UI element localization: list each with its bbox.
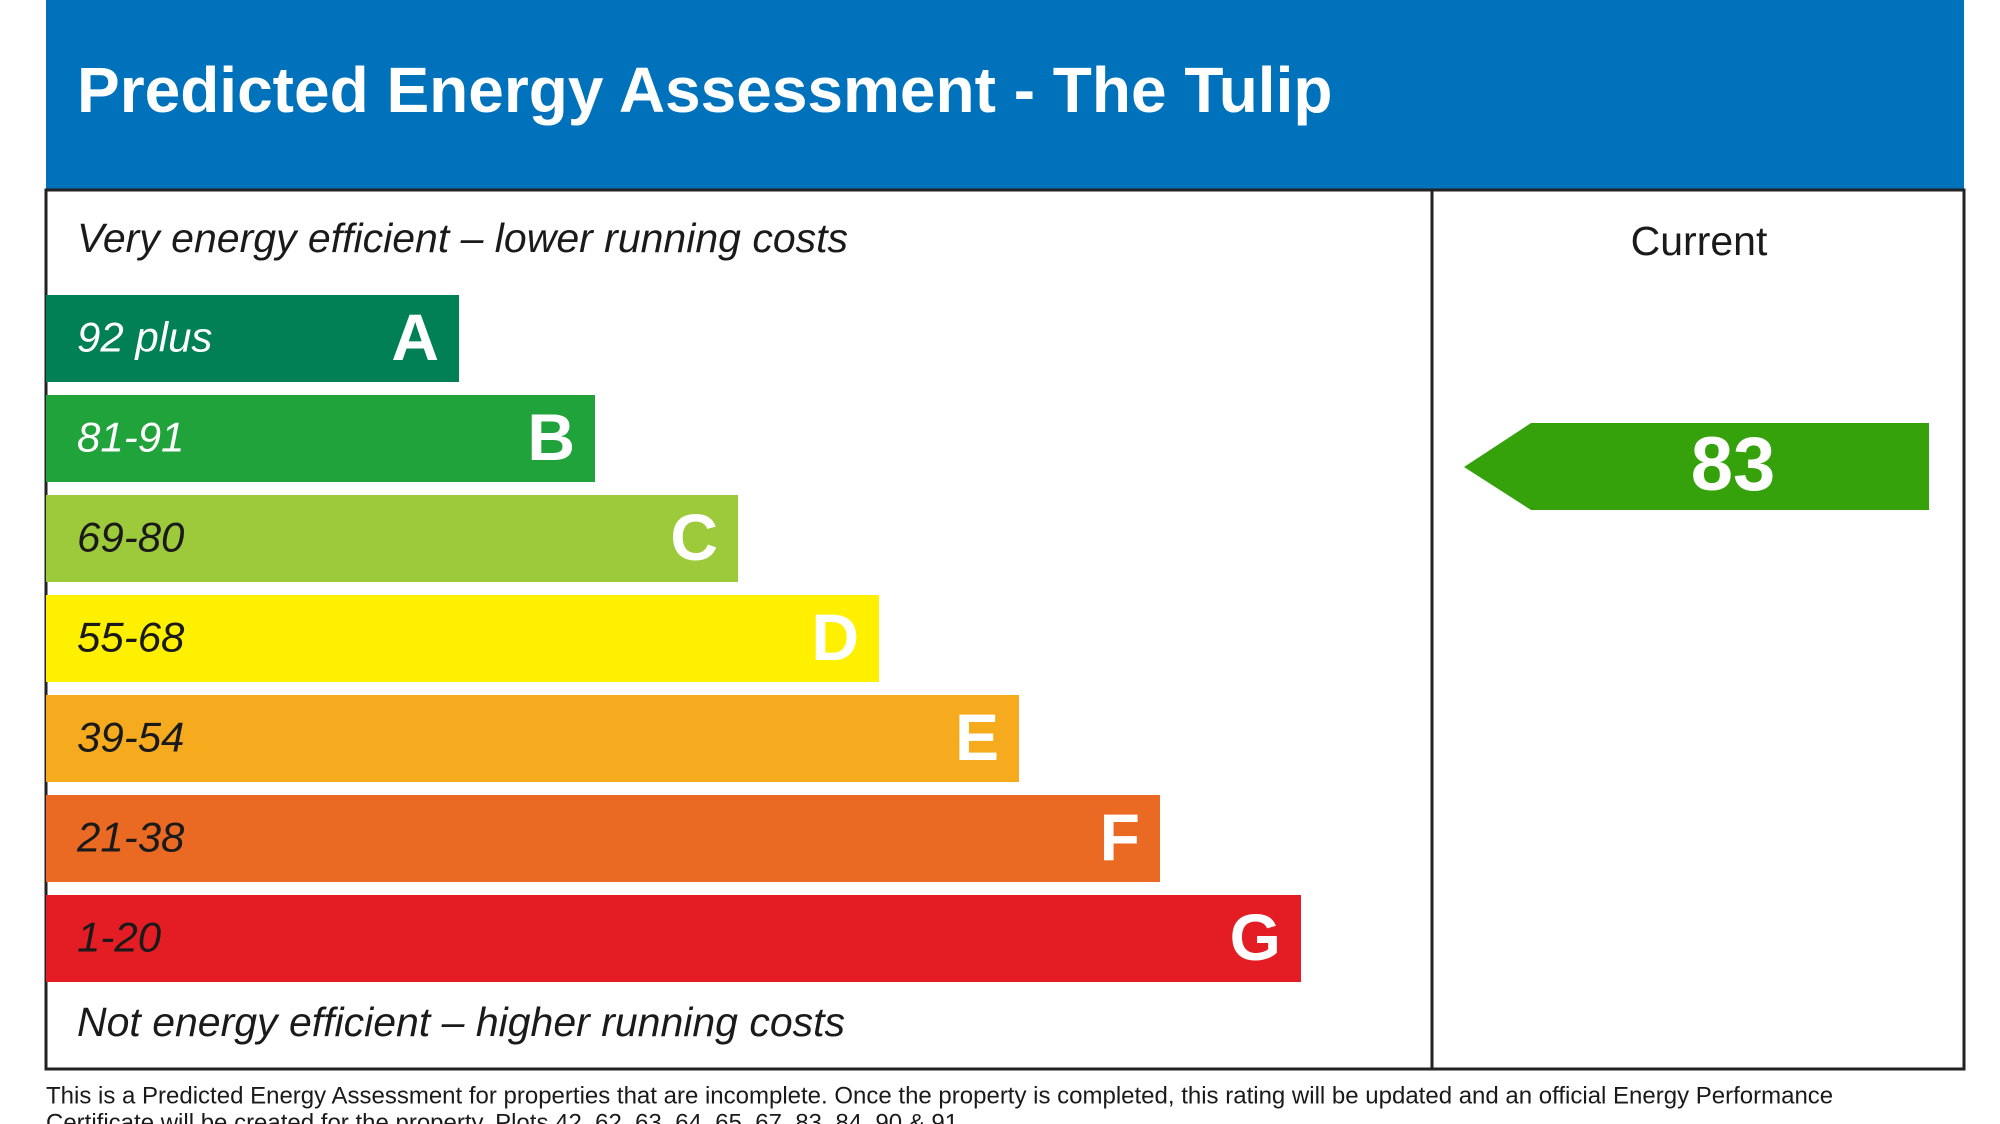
band-range: 39-54 — [77, 714, 184, 761]
bottom-label: Not energy efficient – higher running co… — [77, 999, 845, 1045]
footer-line: Certificate will be created for the prop… — [46, 1109, 965, 1124]
current-value: 83 — [1691, 422, 1776, 507]
band-range: 55-68 — [77, 614, 185, 661]
band-range: 69-80 — [77, 514, 185, 561]
band-bar — [46, 795, 1160, 882]
band-range: 81-91 — [77, 414, 184, 461]
header-band — [46, 0, 1964, 190]
band-bar — [46, 295, 459, 382]
band-range: 92 plus — [77, 314, 212, 361]
header-title: Predicted Energy Assessment - The Tulip — [77, 54, 1332, 126]
band-letter: A — [391, 300, 439, 374]
band-letter: C — [670, 500, 718, 574]
footer-line: This is a Predicted Energy Assessment fo… — [46, 1082, 1833, 1109]
band-range: 1-20 — [77, 914, 162, 961]
band-range: 21-38 — [76, 814, 185, 861]
band-bar — [46, 595, 879, 682]
band-letter: E — [955, 700, 999, 774]
band-bar — [46, 695, 1019, 782]
top-label: Very energy efficient – lower running co… — [77, 215, 848, 261]
current-arrow — [1464, 423, 1929, 510]
current-label: Current — [1631, 218, 1768, 264]
band-letter: B — [527, 400, 575, 474]
band-bar — [46, 895, 1301, 982]
band-letter: G — [1230, 900, 1281, 974]
band-bar — [46, 395, 595, 482]
band-bar — [46, 495, 738, 582]
band-letter: F — [1100, 800, 1140, 874]
band-letter: D — [811, 600, 859, 674]
